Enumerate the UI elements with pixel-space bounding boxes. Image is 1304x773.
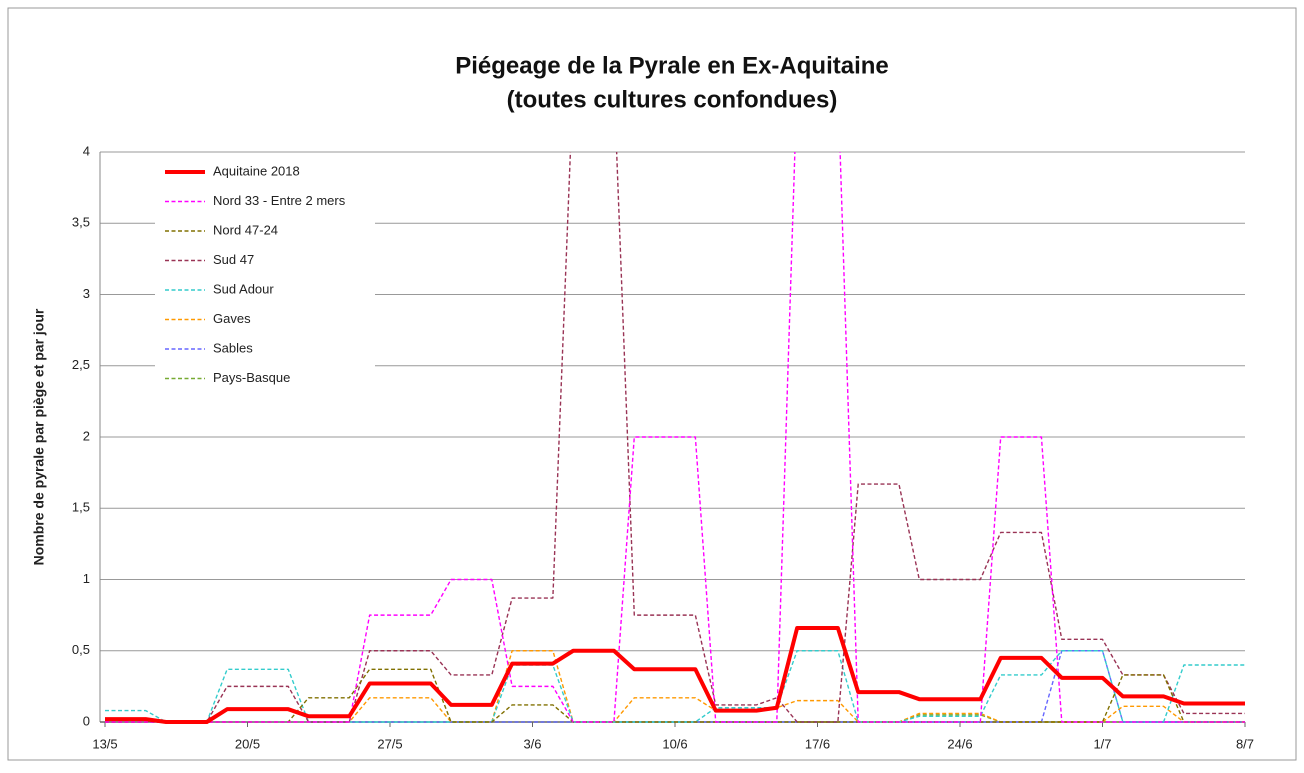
x-tick-label: 13/5	[92, 736, 117, 751]
chart-subtitle: (toutes cultures confondues)	[507, 86, 838, 113]
x-tick-label: 3/6	[523, 736, 541, 751]
series-line	[105, 625, 1245, 724]
y-tick-label: 2	[83, 428, 90, 443]
x-tick-label: 1/7	[1093, 736, 1111, 751]
series-line	[105, 152, 1245, 723]
y-tick-label: 4	[83, 143, 90, 158]
legend-label: Aquitaine 2018	[213, 163, 300, 178]
legend-box	[155, 160, 375, 395]
y-tick-label: 2,5	[72, 357, 90, 372]
series-line	[105, 650, 1245, 723]
x-tick-label: 27/5	[377, 736, 402, 751]
series-line	[105, 668, 1245, 723]
x-tick-label: 24/6	[947, 736, 972, 751]
y-tick-label: 1	[83, 571, 90, 586]
y-tick-label: 0	[83, 713, 90, 728]
chart-title: Piégeage de la Pyrale en Ex-Aquitaine	[455, 52, 889, 79]
x-tick-label: 20/5	[235, 736, 260, 751]
legend-label: Nord 47-24	[213, 222, 278, 237]
legend-label: Sables	[213, 340, 253, 355]
y-tick-label: 0,5	[72, 642, 90, 657]
x-tick-label: 8/7	[1236, 736, 1254, 751]
series-line	[105, 152, 1245, 723]
y-tick-label: 1,5	[72, 500, 90, 515]
legend-label: Sud Adour	[213, 281, 274, 296]
x-tick-label: 17/6	[805, 736, 830, 751]
y-tick-label: 3,5	[72, 215, 90, 230]
y-tick-label: 3	[83, 286, 90, 301]
legend-label: Gaves	[213, 311, 251, 326]
legend-label: Nord 33 - Entre 2 mers	[213, 193, 346, 208]
legend-label: Pays-Basque	[213, 370, 290, 385]
x-tick-label: 10/6	[662, 736, 687, 751]
legend-label: Sud 47	[213, 252, 254, 267]
y-axis-label: Nombre de pyrale par piège et par jour	[31, 308, 47, 565]
